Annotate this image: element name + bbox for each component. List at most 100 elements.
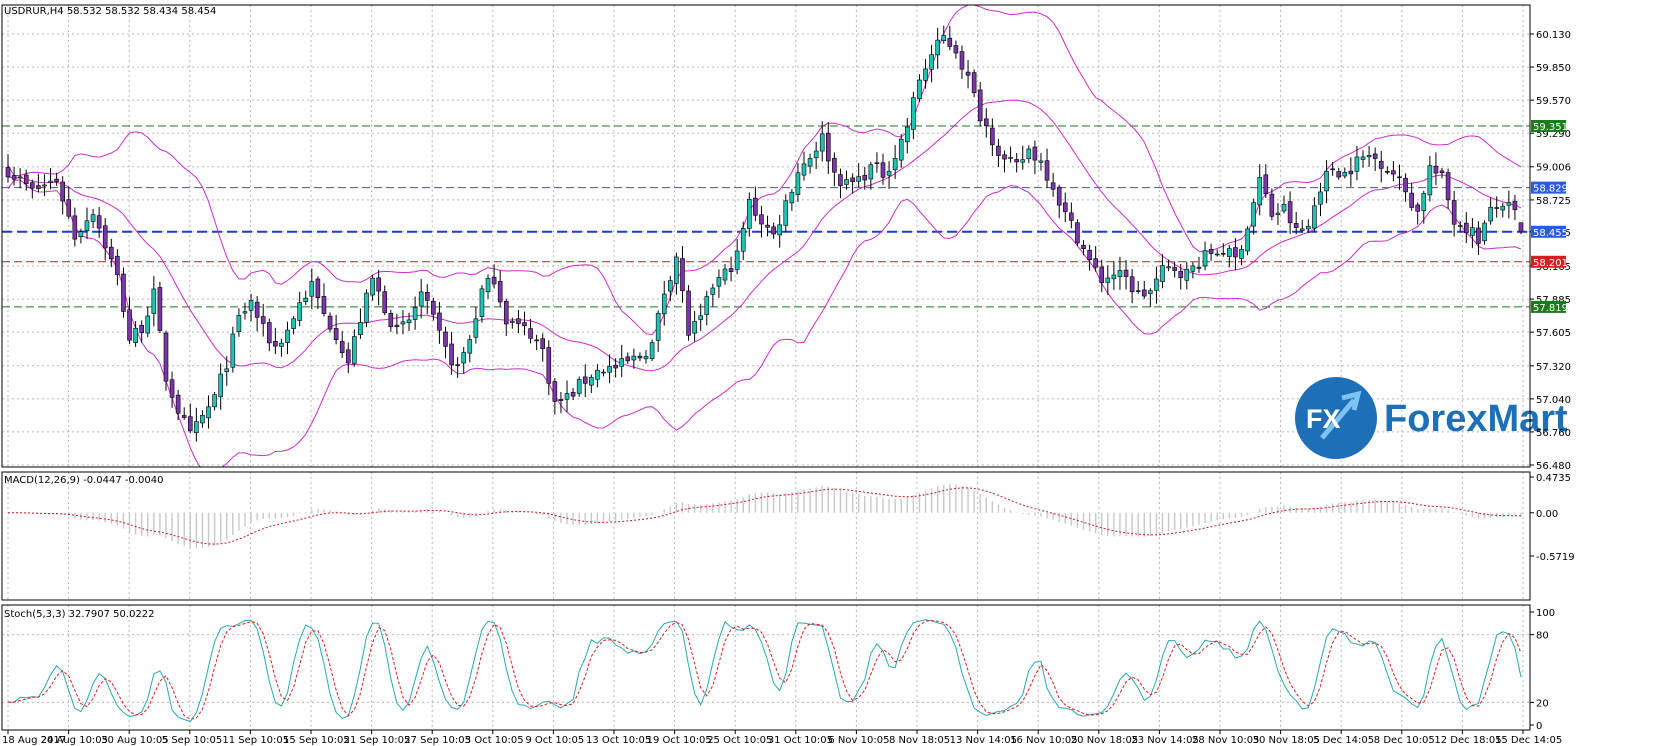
candle-bull: [1105, 277, 1111, 283]
candle-bull: [406, 319, 412, 324]
candle-bear: [1464, 222, 1469, 234]
candle-bull: [917, 79, 922, 100]
candle-bull: [777, 224, 782, 236]
candle-bull: [1281, 204, 1287, 212]
candle-bull: [868, 164, 874, 180]
candle-bear: [637, 355, 643, 359]
time-tick-label: 8 Nov 18:05: [889, 735, 950, 746]
level-badge-label: 58.829: [1533, 184, 1568, 195]
candle-bear: [5, 167, 11, 178]
candle-bull: [716, 277, 722, 287]
candle-bear: [376, 277, 381, 292]
time-tick-label: 30 Nov 18:05: [1253, 735, 1320, 746]
candle-bear: [36, 185, 41, 189]
candle-bear: [345, 349, 351, 364]
candle-bull: [1366, 154, 1372, 158]
candle-bear: [1075, 222, 1080, 244]
candle-bull: [218, 373, 223, 398]
candle-bull: [303, 297, 309, 302]
candle-bear: [728, 268, 734, 272]
candle-bull: [1148, 290, 1153, 294]
time-tick-label: 19 Oct 10:05: [647, 735, 712, 746]
candle-bear: [187, 416, 193, 432]
bollinger-bands: [7, 5, 1522, 467]
candle-bull: [1227, 248, 1232, 257]
candle-bull: [1421, 193, 1427, 212]
candle-bull: [352, 336, 357, 364]
candle-bull: [1026, 148, 1032, 160]
candle-bear: [765, 224, 770, 228]
candle-bull: [844, 179, 849, 185]
candle-bull: [1275, 212, 1281, 215]
candle-bear: [552, 381, 558, 402]
candle-bull: [1470, 227, 1475, 236]
candle-bear: [947, 37, 953, 47]
candle-bear: [1451, 200, 1457, 225]
band-middle: [7, 99, 1522, 372]
candle-bear: [546, 347, 552, 384]
candle-bear: [321, 296, 327, 314]
candle-bear: [260, 316, 266, 324]
macd-signal-line: [8, 487, 1522, 545]
candle-bull: [1299, 228, 1305, 231]
candle-bull: [17, 176, 23, 179]
candle-bull: [206, 406, 211, 419]
candle-bear: [1403, 177, 1408, 193]
candle-bear: [60, 181, 65, 202]
candle-bull: [1038, 160, 1044, 163]
main-header: USDRUR,H4 58.532 58.532 58.434 58.454: [4, 6, 216, 17]
level-badge-label: 59.351: [1533, 122, 1568, 133]
candle-bear: [996, 145, 1001, 156]
candle-bear: [431, 300, 436, 315]
time-tick-label: 5 Sep 10:05: [162, 735, 222, 746]
time-tick-label: 13 Oct 10:05: [586, 735, 651, 746]
time-tick-label: 24 Aug 10:05: [41, 735, 108, 746]
candle-bull: [370, 277, 375, 296]
candle-bear: [1233, 247, 1238, 258]
candle-bear: [522, 322, 527, 327]
candle-bull: [643, 356, 649, 360]
candle-bull: [242, 311, 248, 314]
candle-bull: [479, 288, 485, 317]
candle-bear: [1476, 227, 1481, 244]
time-tick-label: 3 Oct 10:05: [465, 735, 524, 746]
candle-bull: [1251, 202, 1256, 227]
stoch-header: Stoch(5,3,3) 32.7907 50.0222: [4, 609, 155, 620]
stoch-grid: [2, 605, 1530, 730]
candle-bull: [510, 321, 515, 323]
candle-bull: [801, 163, 807, 176]
candle-bull: [485, 278, 491, 293]
stoch-signal-line: [8, 620, 1522, 720]
candle-bear: [1220, 252, 1226, 255]
candle-bull: [807, 158, 813, 167]
candle-bear: [1409, 192, 1414, 208]
candle-bear: [1044, 160, 1050, 181]
candle-bull: [1318, 191, 1323, 205]
candle-bull: [1324, 170, 1329, 192]
candle-bear: [254, 301, 260, 318]
time-tick-label: 8 Dec 10:05: [1374, 735, 1435, 746]
candle-bull: [698, 315, 703, 320]
time-tick-label: 21 Sep 10:05: [344, 735, 411, 746]
candle-bear: [540, 338, 546, 349]
candle-bear: [1415, 204, 1421, 212]
candle-bull: [1360, 156, 1366, 160]
candle-bull: [789, 191, 795, 204]
time-tick-label: 9 Oct 10:05: [525, 735, 584, 746]
candle-bull: [1166, 266, 1171, 269]
candle-bear: [382, 291, 388, 314]
candle-bear: [759, 214, 764, 225]
candle-bull: [291, 318, 296, 329]
macd-tick-label: 0.4735: [1536, 473, 1571, 484]
level-badge-58.201: [1531, 255, 1566, 268]
candle-bull: [1482, 222, 1487, 242]
candle-bull: [279, 342, 284, 347]
candle-bull: [904, 126, 910, 143]
candle-bear: [753, 197, 758, 216]
candle-bear: [157, 287, 163, 331]
candle-bear: [771, 226, 776, 235]
candle-bear: [953, 45, 959, 54]
candle-bear: [1263, 174, 1269, 195]
price-tick-label: 59.570: [1536, 96, 1571, 107]
